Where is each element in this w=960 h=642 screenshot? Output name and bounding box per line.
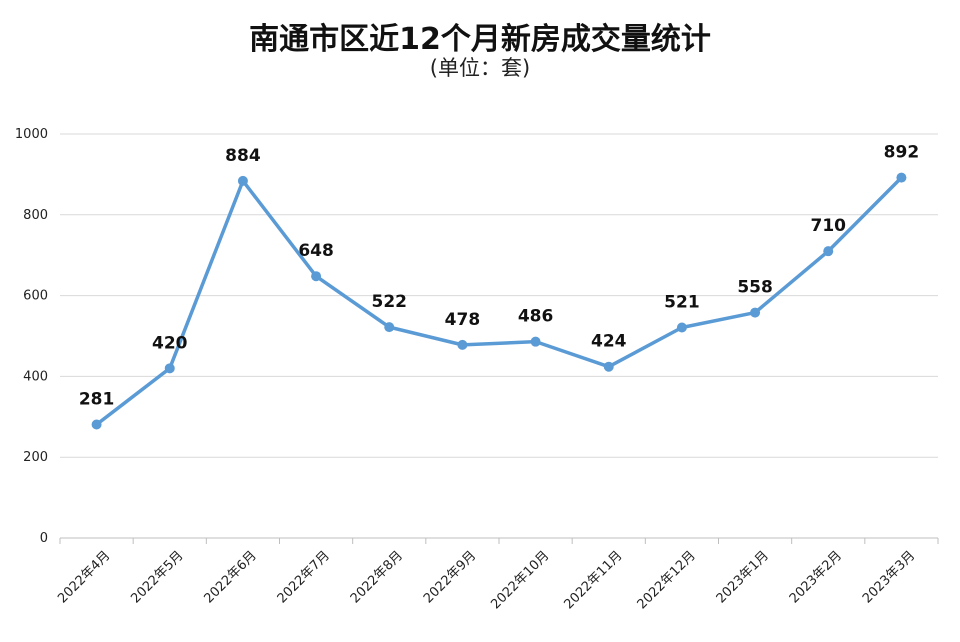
x-tick-label: 2023年2月: [787, 548, 845, 606]
x-tick-label: 2022年7月: [275, 548, 333, 606]
x-tick-label: 2022年6月: [202, 548, 260, 606]
x-tick-label: 2022年11月: [561, 548, 625, 612]
data-label: 522: [372, 292, 408, 312]
x-axis: [59, 538, 939, 544]
x-tick-label: 2023年3月: [860, 548, 918, 606]
data-point: [676, 322, 687, 333]
y-tick-label: 600: [23, 289, 48, 304]
gridlines: [60, 133, 938, 539]
data-point: [530, 336, 541, 347]
data-label: 558: [737, 278, 773, 298]
data-label: 648: [298, 241, 334, 261]
data-label: 486: [518, 307, 554, 327]
data-point: [750, 307, 761, 318]
data-label: 281: [79, 389, 115, 409]
data-points: [91, 172, 907, 430]
y-tick-label: 800: [23, 208, 48, 223]
data-labels: 281 420 884 648 522 478 486 424 521 558 710 892: [79, 143, 919, 410]
data-point: [164, 363, 175, 374]
chart-subtitle: (单位：套): [429, 56, 531, 80]
x-tick-label: 2022年12月: [635, 548, 699, 612]
data-label: 892: [884, 143, 920, 163]
x-axis-ticks: 2022年4月 2022年5月 2022年6月 2022年7月 2022年8月 2022年…: [55, 548, 918, 612]
data-label: 420: [152, 333, 188, 353]
x-tick-label: 2022年9月: [421, 548, 479, 606]
x-tick-label: 2022年10月: [488, 548, 552, 612]
data-point: [311, 271, 322, 282]
chart-title: 南通市区近12个月新房成交量统计: [249, 22, 711, 57]
x-tick-label: 2023年1月: [714, 548, 772, 606]
data-point: [896, 172, 907, 183]
y-tick-label: 400: [23, 369, 48, 384]
x-tick-label: 2022年8月: [348, 548, 406, 606]
x-tick-label: 2022年5月: [128, 548, 186, 606]
y-tick-label: 200: [23, 450, 48, 465]
y-tick-label: 0: [40, 531, 48, 546]
data-point: [91, 419, 102, 430]
data-point: [457, 339, 468, 350]
data-point: [384, 322, 395, 333]
x-tick-label: 2022年4月: [55, 548, 113, 606]
data-label: 710: [811, 216, 847, 236]
data-label: 521: [664, 293, 700, 313]
y-axis-ticks: 0 200 400 600 800 1000: [15, 127, 48, 546]
data-point: [237, 175, 248, 186]
data-label: 424: [591, 332, 627, 352]
data-label: 884: [225, 146, 261, 166]
data-point: [603, 361, 614, 372]
series-line: [95, 176, 903, 426]
y-tick-label: 1000: [15, 127, 48, 142]
data-label: 478: [445, 310, 481, 330]
data-point: [823, 246, 834, 257]
